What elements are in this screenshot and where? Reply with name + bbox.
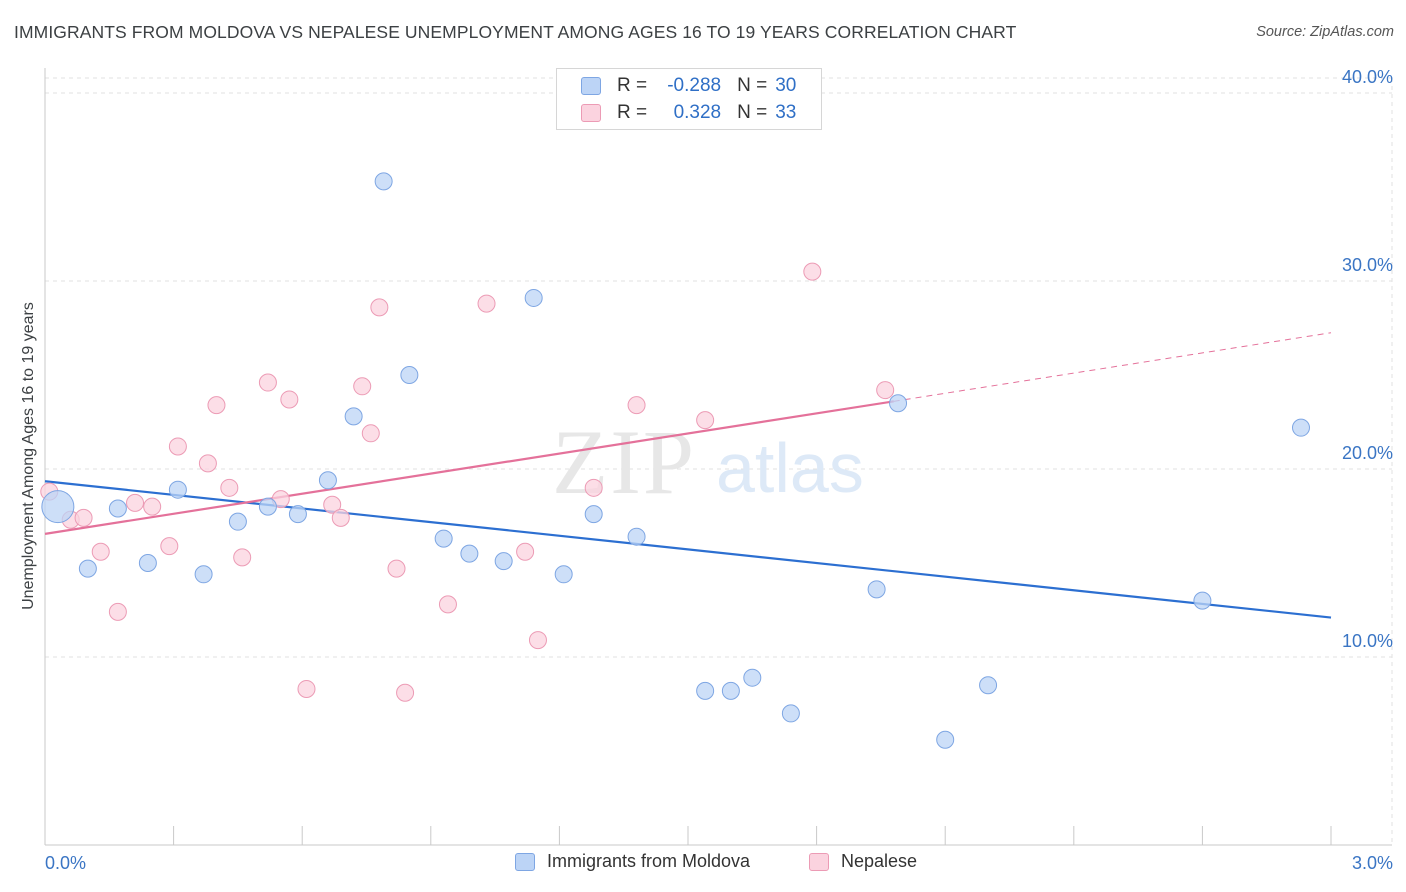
data-point-nepalese	[126, 493, 145, 512]
trendline-nepalese	[44, 400, 894, 535]
data-point-nepalese	[627, 396, 646, 415]
data-point-nepalese	[108, 602, 127, 621]
data-point-nepalese	[91, 542, 110, 561]
data-point-nepalese	[323, 495, 342, 514]
data-point-moldova	[168, 480, 187, 499]
data-point-moldova	[696, 681, 715, 700]
data-point-moldova	[318, 471, 337, 490]
data-point-nepalese	[74, 508, 93, 527]
data-point-moldova	[228, 512, 247, 531]
y-tick-label: 40.0%	[1342, 67, 1393, 87]
legend-n-label: N =	[737, 75, 768, 96]
data-point-nepalese	[396, 683, 415, 702]
chart-title: IMMIGRANTS FROM MOLDOVA VS NEPALESE UNEM…	[14, 22, 1017, 42]
watermark-zip: ZIP	[552, 411, 696, 513]
data-point-nepalese	[297, 679, 316, 698]
legend-swatch-blue	[581, 77, 601, 95]
data-point-nepalese	[143, 497, 162, 516]
data-point-moldova	[138, 554, 157, 573]
legend-n-value: 30	[775, 75, 797, 96]
data-point-moldova	[108, 499, 127, 518]
data-point-moldova	[554, 565, 573, 584]
data-point-nepalese	[220, 478, 239, 497]
data-points	[40, 172, 1310, 749]
watermark-atlas: atlas	[716, 429, 864, 507]
data-point-moldova	[627, 527, 646, 546]
data-point-moldova	[867, 580, 886, 599]
data-point-nepalese	[280, 390, 299, 409]
data-point-nepalese	[331, 508, 350, 527]
data-point-moldova	[1291, 418, 1310, 437]
data-point-moldova	[41, 490, 75, 524]
data-point-nepalese	[387, 559, 406, 578]
data-point-moldova	[1193, 591, 1212, 610]
watermark: ZIP atlas	[552, 411, 864, 513]
legend-label-moldova: Immigrants from Moldova	[547, 851, 751, 871]
data-point-moldova	[434, 529, 453, 548]
data-point-nepalese	[696, 411, 715, 430]
legend-swatch-pink	[581, 104, 601, 122]
legend-r-label: R =	[617, 102, 648, 123]
data-point-moldova	[524, 288, 543, 307]
data-point-nepalese	[353, 377, 372, 396]
legend-n-value: 33	[775, 102, 797, 123]
data-point-nepalese	[803, 262, 822, 281]
legend-swatch-blue	[515, 852, 535, 871]
legend-r-value: -0.288	[667, 75, 722, 96]
y-tick-label: 30.0%	[1342, 255, 1393, 275]
data-point-moldova	[979, 676, 998, 695]
data-point-moldova	[288, 505, 307, 524]
data-point-moldova	[584, 505, 603, 524]
data-point-moldova	[460, 544, 479, 563]
legend-row-nepalese: R = 0.328 N = 33	[581, 101, 796, 125]
data-point-moldova	[936, 730, 955, 749]
data-point-moldova	[258, 497, 277, 516]
y-tick-label: 20.0%	[1342, 443, 1393, 463]
trendline-nepalese-extension	[893, 332, 1332, 402]
data-point-moldova	[78, 559, 97, 578]
data-point-moldova	[494, 552, 513, 571]
data-point-nepalese	[160, 537, 179, 556]
data-point-nepalese	[584, 478, 603, 497]
data-point-moldova	[781, 704, 800, 723]
source-label: Source: ZipAtlas.com	[1256, 24, 1394, 40]
data-point-nepalese	[207, 396, 226, 415]
legend-item-nepalese[interactable]: Nepalese	[809, 851, 917, 872]
data-point-nepalese	[370, 298, 389, 317]
data-point-moldova	[889, 394, 908, 413]
data-point-moldova	[400, 366, 419, 385]
axes	[44, 68, 1392, 846]
data-point-nepalese	[528, 631, 547, 650]
tick-labels: 10.0% 20.0% 30.0% 40.0% 0.0% 3.0%	[45, 67, 1393, 873]
correlation-legend: R = -0.288 N = 30 R = 0.328 N = 33	[556, 68, 822, 130]
data-point-nepalese	[876, 381, 895, 400]
data-point-nepalese	[477, 294, 496, 313]
data-point-nepalese	[198, 454, 217, 473]
data-point-moldova	[344, 407, 363, 426]
legend-n-label: N =	[737, 102, 768, 123]
legend-row-moldova: R = -0.288 N = 30	[581, 74, 796, 98]
x-tick-label: 3.0%	[1352, 853, 1393, 873]
data-point-nepalese	[258, 373, 277, 392]
data-point-moldova	[743, 668, 762, 687]
x-tick-label: 0.0%	[45, 853, 86, 873]
legend-label-nepalese: Nepalese	[841, 851, 918, 871]
data-point-nepalese	[516, 542, 535, 561]
y-tick-label: 10.0%	[1342, 631, 1393, 651]
y-axis-label: Unemployment Among Ages 16 to 19 years	[20, 302, 37, 610]
data-point-nepalese	[233, 548, 252, 567]
legend-r-value: 0.328	[673, 102, 722, 123]
legend-swatch-pink	[809, 852, 829, 871]
legend-item-moldova[interactable]: Immigrants from Moldova	[515, 851, 750, 872]
data-point-nepalese	[438, 595, 457, 614]
data-point-moldova	[374, 172, 393, 191]
data-point-nepalese	[168, 437, 187, 456]
legend-r-label: R =	[617, 75, 648, 96]
series-legend: Immigrants from Moldova Nepalese	[0, 851, 1406, 877]
data-point-moldova	[194, 565, 213, 584]
data-point-nepalese	[361, 424, 380, 443]
data-point-moldova	[721, 681, 740, 700]
